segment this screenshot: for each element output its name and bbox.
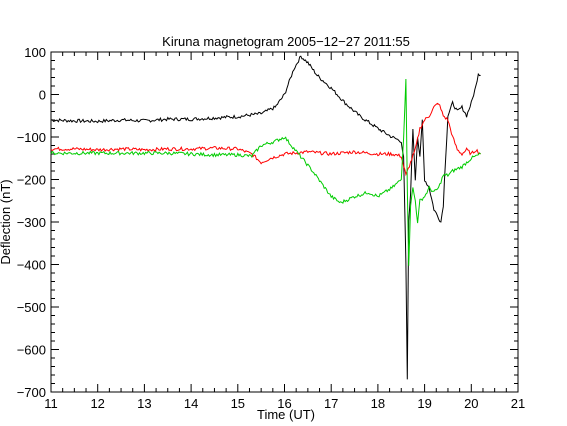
series-line-2 — [50, 78, 481, 266]
y-tick-label: −500 — [17, 300, 46, 315]
x-tick-label: 17 — [324, 396, 338, 411]
y-tick-label: 0 — [39, 88, 46, 103]
x-tick-label: 20 — [464, 396, 478, 411]
chart-title: Kiruna magnetogram 2005−12−27 2011:55 — [162, 34, 410, 49]
y-axis-label: Deflection (nT) — [0, 179, 13, 264]
series-line-1 — [50, 102, 481, 177]
x-tick-label: 21 — [511, 396, 525, 411]
series-lines — [50, 55, 481, 380]
y-tick-label: −300 — [17, 215, 46, 230]
y-tick-label: −200 — [17, 173, 46, 188]
x-tick-label: 19 — [417, 396, 431, 411]
y-tick-label: −600 — [17, 343, 46, 358]
x-tick-label: 11 — [44, 396, 58, 411]
y-tick-label: −700 — [17, 385, 46, 400]
x-tick-label: 12 — [90, 396, 104, 411]
x-axis-label: Time (UT) — [257, 407, 315, 422]
plot-frame — [50, 51, 519, 393]
y-tick-label: −400 — [17, 258, 46, 273]
x-tick-label: 16 — [277, 396, 291, 411]
x-tick-label: 15 — [231, 396, 245, 411]
x-tick-label: 13 — [137, 396, 151, 411]
y-tick-label: −100 — [17, 130, 46, 145]
x-tick-label: 14 — [184, 396, 198, 411]
axis-ticks: 11 12 13 14 15 16 17 18 19 20 21 100 0 −100 −200 −300 −4… — [17, 45, 526, 411]
series-line-0 — [50, 55, 481, 380]
y-tick-label: 100 — [24, 45, 46, 60]
x-tick-label: 18 — [371, 396, 385, 411]
